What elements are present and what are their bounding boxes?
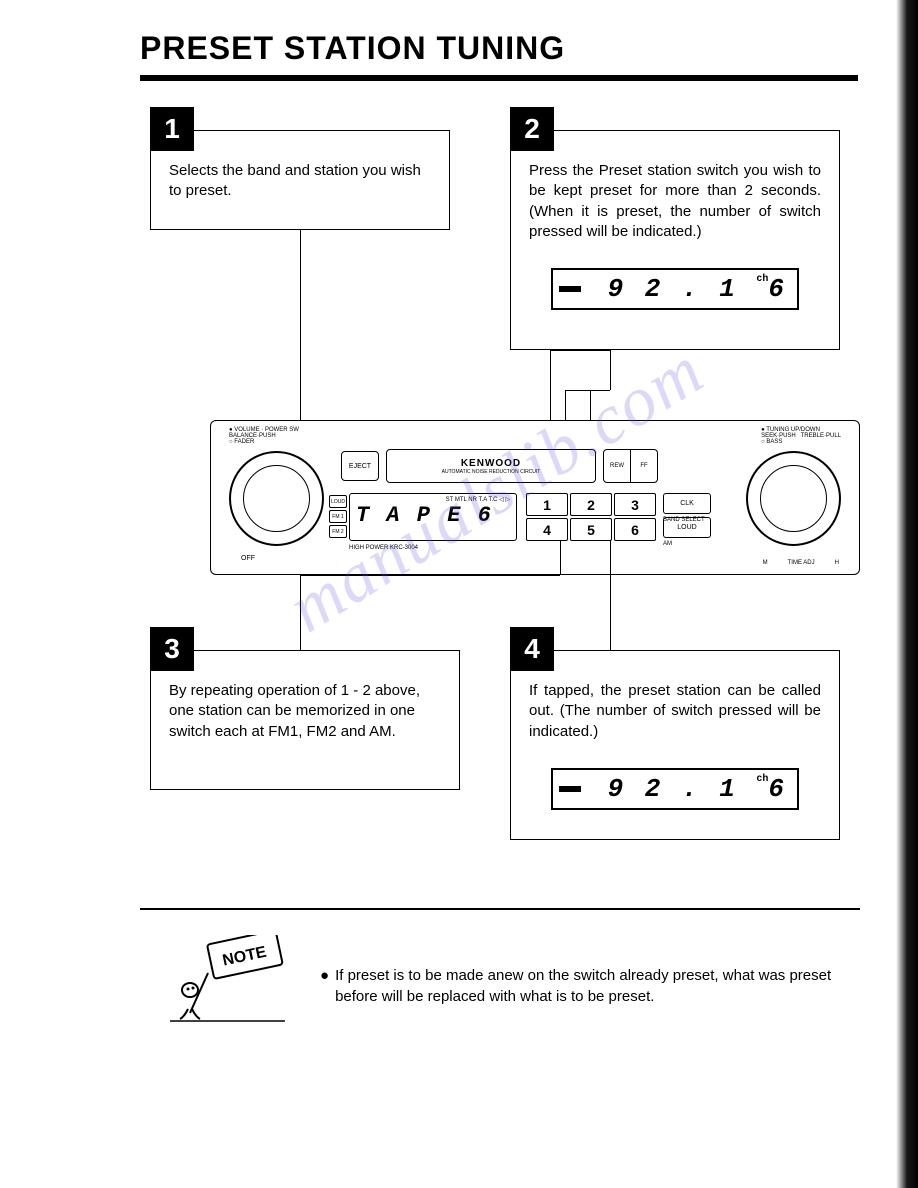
tuning-label: ● TUNING UP/DOWN SEEK·PUSH TREBLE·PULL ○…: [761, 427, 841, 445]
m-label: M: [763, 560, 768, 566]
step-2-box: 2 Press the Preset station switch you wi…: [510, 130, 840, 350]
connector-line: [610, 350, 611, 390]
connector-line: [565, 390, 610, 391]
preset-2[interactable]: 2: [570, 493, 612, 516]
ff-button[interactable]: FF: [631, 450, 657, 482]
band-select-label: BAND SELECT: [663, 517, 705, 523]
connector-line: [560, 540, 561, 575]
step-3-box: 3 By repeating operation of 1 - 2 above,…: [150, 650, 460, 790]
loud-small[interactable]: LOUD: [329, 495, 347, 508]
fm2-button[interactable]: FM 2: [329, 525, 347, 538]
note-text: If preset is to be made anew on the swit…: [335, 965, 850, 1007]
step-1-number: 1: [150, 107, 194, 151]
manual-page: PRESET STATION TUNING 1 Selects the band…: [0, 0, 918, 1188]
display-indicators: ST MTL NR T.A T.C ◁ ▷: [356, 496, 510, 503]
preset-1[interactable]: 1: [526, 493, 568, 516]
rew-ff-buttons[interactable]: REW FF: [603, 449, 658, 483]
lcd-ch-label: ch: [756, 274, 768, 285]
lcd-freq: 9 2 . 1: [608, 274, 738, 304]
connector-line: [610, 540, 611, 650]
note-icon: NOTE: [170, 935, 290, 1030]
step-2-text: Press the Preset station switch you wish…: [511, 131, 839, 260]
time-adj-label: TIME ADJ: [788, 560, 815, 566]
anrc-label: AUTOMATIC NOISE REDUCTION CIRCUIT: [442, 469, 541, 475]
lcd-ch-num-2: 6: [768, 774, 787, 804]
preset-4[interactable]: 4: [526, 518, 568, 541]
lcd-ch-num: 6: [768, 274, 787, 304]
bullet-icon: ●: [320, 965, 329, 1007]
time-adj-labels: M TIME ADJ H: [763, 560, 839, 566]
step-4-text: If tapped, the preset station can be cal…: [511, 651, 839, 760]
connector-line: [300, 575, 560, 576]
clk-button[interactable]: CLK: [663, 493, 711, 514]
cassette-slot[interactable]: KENWOOD AUTOMATIC NOISE REDUCTION CIRCUI…: [386, 449, 596, 483]
step-2-lcd: 9 2 . 1 ch6: [511, 268, 839, 310]
preset-3[interactable]: 3: [614, 493, 656, 516]
step-4-box: 4 If tapped, the preset station can be c…: [510, 650, 840, 840]
brand-label: KENWOOD: [442, 458, 541, 469]
radio-diagram: ● VOLUME · POWER SW BALANCE·PUSH ○ FADER…: [210, 420, 860, 575]
page-title: PRESET STATION TUNING: [140, 30, 858, 67]
preset-6[interactable]: 6: [614, 518, 656, 541]
section-rule: [140, 908, 860, 910]
step-3-text: By repeating operation of 1 - 2 above, o…: [151, 651, 459, 760]
display-main: T A P E 6: [356, 503, 510, 528]
step-3-number: 3: [150, 627, 194, 671]
h-label: H: [835, 560, 839, 566]
connector-line: [550, 350, 610, 351]
volume-label: ● VOLUME · POWER SW BALANCE·PUSH ○ FADER: [229, 427, 299, 445]
off-label: OFF: [241, 555, 255, 562]
step-1-text: Selects the band and station you wish to…: [151, 131, 449, 220]
lcd-ch-label-2: ch: [756, 774, 768, 785]
note-section: NOTE ● If preset is to be made anew on t…: [170, 935, 850, 1030]
volume-knob[interactable]: [229, 451, 324, 546]
radio-display: ST MTL NR T.A T.C ◁ ▷ T A P E 6: [349, 493, 517, 541]
preset-5[interactable]: 5: [570, 518, 612, 541]
am-label: AM: [663, 541, 672, 547]
band-buttons: LOUD FM 1 FM 2: [329, 495, 347, 540]
rew-button[interactable]: REW: [604, 450, 631, 482]
note-text-wrap: ● If preset is to be made anew on the sw…: [320, 935, 850, 1007]
lcd-freq-2: 9 2 . 1: [608, 774, 738, 804]
preset-buttons: 1 2 3 4 5 6: [526, 493, 656, 541]
step-2-number: 2: [510, 107, 554, 151]
eject-button[interactable]: EJECT: [341, 451, 379, 481]
tuning-knob[interactable]: [746, 451, 841, 546]
step-4-number: 4: [510, 627, 554, 671]
connector-line: [300, 575, 301, 650]
step-4-lcd: 9 2 . 1 ch6: [511, 768, 839, 810]
high-power-label: HIGH POWER KRC-3004: [349, 545, 418, 551]
step-1-box: 1 Selects the band and station you wish …: [150, 130, 450, 230]
scan-artifact: [896, 0, 918, 1188]
title-rule: [140, 75, 858, 81]
connector-line: [300, 230, 301, 420]
fm1-button[interactable]: FM 1: [329, 510, 347, 523]
